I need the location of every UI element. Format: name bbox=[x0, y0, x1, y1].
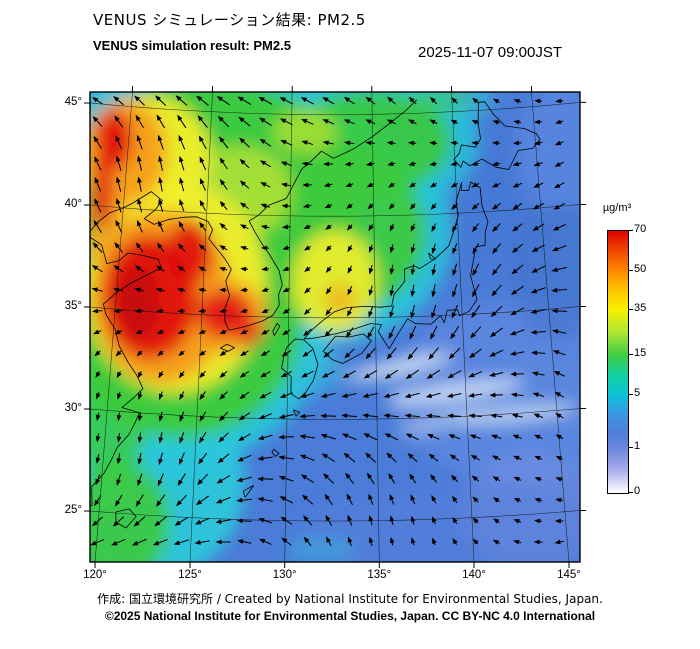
colorbar-tick-label: 70 bbox=[634, 223, 647, 235]
timestamp: 2025-11-07 09:00JST bbox=[418, 44, 562, 61]
coastline-tsushima bbox=[272, 322, 281, 336]
colorbar-tick-label: 35 bbox=[634, 301, 647, 314]
lat-tick-label: 30° bbox=[64, 402, 82, 415]
copyright-line: ©2025 National Institute for Environment… bbox=[104, 609, 596, 623]
page-title-japanese: VENUS シミュレーション結果: PM2.5 bbox=[93, 11, 366, 29]
coastline-amami bbox=[271, 448, 280, 457]
colorbar-tickmark bbox=[628, 308, 633, 310]
lon-tick-label: 125° bbox=[178, 569, 202, 581]
coastline-kyushu bbox=[281, 338, 319, 400]
lat-tick-label: 35° bbox=[64, 300, 82, 313]
colorbar-tickmark bbox=[628, 492, 633, 493]
colorbar-tick-label: 5 bbox=[634, 387, 641, 400]
lat-tick-label: 45° bbox=[64, 95, 82, 108]
credit-line: 作成: 国立環境研究所 / Created by National Instit… bbox=[97, 592, 603, 606]
coastline-sado bbox=[428, 252, 437, 260]
wind-vectors bbox=[90, 95, 568, 547]
map-inner bbox=[84, 86, 586, 568]
lon-tick-label: 135° bbox=[367, 569, 392, 581]
colorbar-tick-label: 0 bbox=[634, 485, 641, 497]
colorbar-tickmark bbox=[628, 353, 633, 355]
colorbar-tick-label: 1 bbox=[634, 440, 641, 453]
colorbar-tickmark bbox=[628, 447, 633, 449]
coastline-honshu bbox=[303, 181, 489, 350]
coastline-okinawa bbox=[242, 485, 254, 498]
lon-tick-label: 120° bbox=[83, 569, 107, 581]
coastline-jeju bbox=[220, 343, 235, 352]
colorbar-tick-label: 50 bbox=[634, 263, 647, 276]
colorbar-tickmark bbox=[628, 230, 633, 231]
map-frame bbox=[89, 91, 581, 563]
axis-ticks bbox=[84, 86, 586, 568]
lon-tick-label: 145° bbox=[557, 569, 581, 581]
lon-tick-label: 130° bbox=[272, 569, 297, 581]
colorbar-tickmark bbox=[628, 394, 633, 396]
colorbar-tick-label: 15 bbox=[634, 346, 647, 359]
coastline-yakushima bbox=[293, 409, 301, 417]
lat-tick-label: 25° bbox=[64, 503, 82, 516]
colorbar-gradient bbox=[607, 230, 629, 494]
colorbar-tickmark bbox=[628, 270, 633, 272]
coastline-continent-china-korea-primorye bbox=[90, 99, 417, 508]
coastline-shikoku bbox=[322, 333, 372, 364]
lon-tick-label: 140° bbox=[462, 569, 486, 581]
colorbar-unit-label: µg/m³ bbox=[602, 202, 632, 214]
lat-tick-label: 40° bbox=[64, 198, 82, 211]
pm25-field bbox=[90, 92, 580, 562]
coastline-taiwan-north bbox=[115, 508, 137, 529]
page-title-english: VENUS simulation result: PM2.5 bbox=[93, 38, 291, 53]
